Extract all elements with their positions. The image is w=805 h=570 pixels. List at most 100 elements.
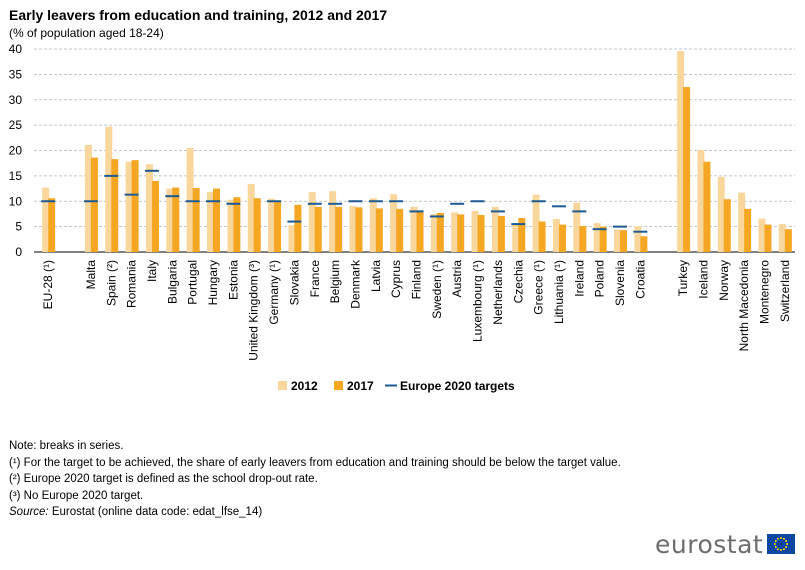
eu-flag-icon xyxy=(767,534,796,554)
bar-2012 xyxy=(207,192,215,252)
bar-2012 xyxy=(430,213,438,252)
y-tick-label: 5 xyxy=(15,220,22,234)
bar-2017 xyxy=(90,157,98,252)
bar-2017 xyxy=(579,226,587,252)
bar-2017 xyxy=(151,180,159,252)
x-tick-label: Estonia xyxy=(226,260,240,300)
bar-2017 xyxy=(538,221,546,252)
legend-label-2017: 2017 xyxy=(347,379,374,393)
x-tick-label: Belgium xyxy=(328,260,342,303)
x-tick-label: Romania xyxy=(125,260,139,308)
x-tick-label: Italy xyxy=(145,260,159,282)
y-tick-label: 15 xyxy=(9,169,23,183)
x-tick-label: Cyprus xyxy=(389,260,403,298)
bar-2017 xyxy=(172,187,180,252)
note-1: (¹) For the target to be achieved, the s… xyxy=(9,456,621,469)
bar-2012 xyxy=(329,191,337,252)
bar-2017 xyxy=(784,229,792,252)
y-tick-label: 0 xyxy=(15,245,22,259)
x-tick-label: Hungary xyxy=(206,260,220,305)
bar-2017 xyxy=(335,206,343,252)
y-tick-label: 10 xyxy=(9,194,23,208)
x-tick-label: EU-28 (¹) xyxy=(41,260,55,309)
grid-lines xyxy=(34,48,795,253)
bar-2017 xyxy=(396,208,404,252)
bar-2012 xyxy=(634,226,642,252)
y-tick-label: 20 xyxy=(9,144,23,158)
bar-2012 xyxy=(410,206,418,252)
bar-2012 xyxy=(227,199,235,252)
x-tick-label: Bulgaria xyxy=(165,260,179,304)
bar-2017 xyxy=(48,198,56,252)
x-tick-label: Croatia xyxy=(633,260,647,299)
x-tick-label: Latvia xyxy=(369,260,383,292)
bar-2012 xyxy=(247,183,255,252)
bar-2012 xyxy=(738,192,746,252)
x-tick-label: Montenegro xyxy=(757,260,771,324)
source-line: Source: Eurostat (online data code: edat… xyxy=(9,504,621,521)
bar-2012 xyxy=(42,187,50,252)
bar-2012 xyxy=(697,149,705,252)
legend-swatch-2012 xyxy=(278,381,287,390)
x-tick-label: Malta xyxy=(84,260,98,290)
chart-subtitle: (% of population aged 18-24) xyxy=(9,26,164,40)
bar-2017 xyxy=(683,87,691,252)
bar-2017 xyxy=(703,161,711,252)
x-tick-label: North Macedonia xyxy=(737,260,751,352)
bar-2017 xyxy=(355,207,363,252)
bar-2012 xyxy=(186,147,194,252)
source-label: Source: xyxy=(9,506,49,518)
bar-2017 xyxy=(620,230,628,252)
x-tick-label: Lithuania (¹) xyxy=(552,260,566,324)
bar-2012 xyxy=(349,205,357,252)
bar-2012 xyxy=(491,206,499,252)
x-tick-label: Ireland xyxy=(572,260,586,297)
bar-2012 xyxy=(105,126,113,252)
bar-2017 xyxy=(314,206,322,252)
x-tick-label: Denmark xyxy=(348,259,362,309)
bar-2012 xyxy=(552,219,560,252)
y-axis-ticks: 0 5 10 15 20 25 30 35 40 xyxy=(9,42,23,259)
x-tick-label: Luxembourg (¹) xyxy=(471,260,485,342)
x-tick-label: Czechia xyxy=(511,260,525,304)
note-2: (²) Europe 2020 target is defined as the… xyxy=(9,473,318,485)
x-tick-label: Spain (²) xyxy=(104,260,118,306)
bar-2012 xyxy=(573,202,581,252)
bar-2017 xyxy=(457,214,465,252)
bar-2017 xyxy=(274,200,282,252)
bar-2017 xyxy=(253,198,261,252)
bar-2017 xyxy=(233,197,241,252)
note-breaks: Note: breaks in series. xyxy=(9,440,124,452)
bar-2012 xyxy=(145,164,153,252)
x-axis-ticks: EU-28 (¹) Malta Spain (²) Romania Italy Bulga… xyxy=(41,259,792,361)
x-tick-label: Norway xyxy=(717,260,731,301)
bar-2012 xyxy=(369,198,377,252)
x-tick-label: Slovenia xyxy=(613,260,627,306)
legend-label-target: Europe 2020 targets xyxy=(400,379,515,393)
y-tick-label: 25 xyxy=(9,118,23,132)
bar-2012 xyxy=(451,212,459,252)
bar-2017 xyxy=(131,160,139,252)
bar-2012 xyxy=(308,192,316,252)
bar-2012 xyxy=(125,161,133,252)
bar-2017 xyxy=(213,188,221,252)
bar-2017 xyxy=(111,159,119,252)
x-tick-label: Slovakia xyxy=(287,260,301,306)
y-tick-label: 35 xyxy=(9,67,23,81)
x-tick-label: Greece (¹) xyxy=(532,260,546,315)
legend: 2012 2017 Europe 2020 targets xyxy=(278,379,515,393)
x-tick-label: Austria xyxy=(450,260,464,298)
x-tick-label: Turkey xyxy=(676,260,690,296)
x-tick-label: Netherlands xyxy=(491,260,505,325)
x-tick-label: Germany (¹) xyxy=(267,260,281,325)
bar-2012 xyxy=(390,194,398,252)
bar-2017 xyxy=(599,226,607,252)
x-tick-label: Iceland xyxy=(696,260,710,299)
y-tick-label: 30 xyxy=(9,93,23,107)
chart-title: Early leavers from education and trainin… xyxy=(9,7,388,23)
bar-2017 xyxy=(764,224,772,252)
bar-2017 xyxy=(375,208,383,252)
bar-2012 xyxy=(593,223,601,252)
x-tick-label: Finland xyxy=(410,260,424,299)
bar-2012 xyxy=(166,188,174,252)
